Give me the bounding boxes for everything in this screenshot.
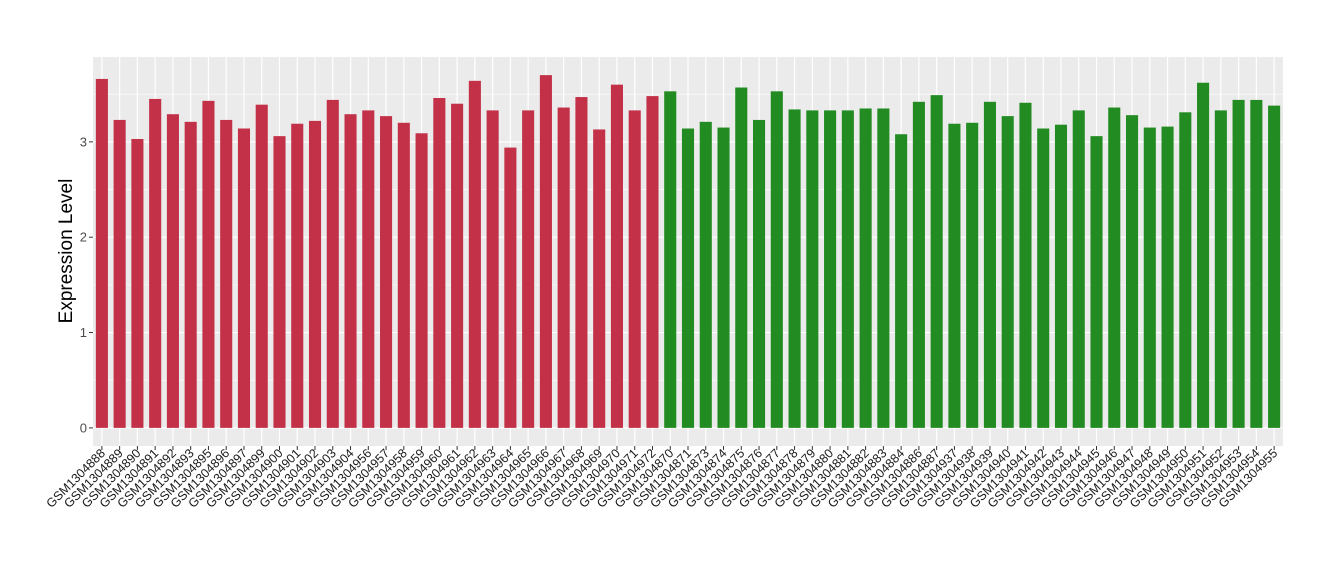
bar-GSM1304889 xyxy=(113,119,126,428)
bar-GSM1304969 xyxy=(593,129,606,428)
bar-GSM1304953 xyxy=(1232,99,1245,428)
bar-GSM1304963 xyxy=(486,110,499,428)
bar-GSM1304937 xyxy=(948,123,961,428)
y-tick-label: 2 xyxy=(80,230,87,245)
bar-GSM1304884 xyxy=(895,134,908,428)
x-axis: GSM1304888GSM1304889GSM1304890GSM1304891… xyxy=(44,446,1280,511)
bar-GSM1304960 xyxy=(433,97,446,428)
bar-GSM1304900 xyxy=(273,136,286,428)
bar-GSM1304950 xyxy=(1179,112,1192,428)
bar-GSM1304890 xyxy=(131,138,144,428)
bar-GSM1304887 xyxy=(930,95,943,428)
bar-GSM1304967 xyxy=(557,107,570,428)
bar-GSM1304886 xyxy=(912,101,925,428)
bar-GSM1304940 xyxy=(1001,116,1014,428)
bar-GSM1304965 xyxy=(522,110,535,428)
bar-GSM1304942 xyxy=(1037,128,1050,428)
y-tick-label: 1 xyxy=(80,325,87,340)
bar-GSM1304881 xyxy=(841,110,854,428)
bar-GSM1304899 xyxy=(255,104,268,428)
bar-GSM1304948 xyxy=(1143,127,1156,428)
bar-GSM1304888 xyxy=(95,78,108,428)
bar-GSM1304941 xyxy=(1019,102,1032,428)
bar-GSM1304896 xyxy=(220,119,233,428)
bar-GSM1304875 xyxy=(735,87,748,428)
y-axis: 0 1 2 3 xyxy=(80,134,93,435)
bar-GSM1304947 xyxy=(1125,115,1139,428)
bar-GSM1304964 xyxy=(504,147,517,428)
bar-GSM1304892 xyxy=(166,114,179,428)
bar-GSM1304883 xyxy=(877,108,890,428)
bar-GSM1304946 xyxy=(1108,107,1121,428)
bar-GSM1304968 xyxy=(575,97,588,428)
bar-GSM1304944 xyxy=(1072,110,1085,428)
bar-GSM1304901 xyxy=(291,123,304,428)
y-axis-label: Expression Level xyxy=(56,179,77,324)
y-tick-label: 3 xyxy=(80,134,87,149)
bar-GSM1304971 xyxy=(628,110,641,428)
bar-GSM1304873 xyxy=(699,121,712,428)
bar-GSM1304962 xyxy=(468,80,481,428)
bar-GSM1304903 xyxy=(326,99,339,428)
bar-GSM1304945 xyxy=(1090,136,1103,428)
y-tick-label: 0 xyxy=(80,420,87,435)
bar-GSM1304951 xyxy=(1197,82,1210,428)
bar-GSM1304893 xyxy=(184,121,197,428)
bar-GSM1304882 xyxy=(859,108,872,428)
bar-GSM1304880 xyxy=(824,110,837,428)
bar-GSM1304939 xyxy=(983,101,996,428)
bar-GSM1304876 xyxy=(753,119,766,428)
bar-GSM1304966 xyxy=(539,75,552,428)
bar-GSM1304943 xyxy=(1054,124,1068,428)
bar-GSM1304949 xyxy=(1161,126,1174,428)
bar-GSM1304958 xyxy=(397,122,410,428)
bar-GSM1304952 xyxy=(1214,110,1227,428)
bar-GSM1304954 xyxy=(1250,99,1263,428)
bar-GSM1304956 xyxy=(362,110,375,428)
bar-GSM1304959 xyxy=(415,133,428,428)
bar-GSM1304957 xyxy=(380,116,393,428)
bar-GSM1304877 xyxy=(770,91,783,428)
bar-GSM1304897 xyxy=(237,128,251,428)
bar-GSM1304878 xyxy=(788,109,801,428)
bar-GSM1304871 xyxy=(681,128,695,428)
bar-GSM1304961 xyxy=(451,103,464,428)
bars xyxy=(95,75,1281,428)
bar-GSM1304870 xyxy=(664,91,677,428)
bar-GSM1304955 xyxy=(1268,105,1281,428)
bar-GSM1304938 xyxy=(966,122,979,428)
bar-GSM1304904 xyxy=(344,114,357,428)
bar-GSM1304902 xyxy=(308,120,322,428)
bar-GSM1304891 xyxy=(149,98,162,428)
bar-GSM1304895 xyxy=(202,100,215,428)
bar-GSM1304972 xyxy=(646,96,659,428)
bar-GSM1304874 xyxy=(717,127,730,428)
bar-GSM1304879 xyxy=(806,110,819,428)
bar-GSM1304970 xyxy=(610,84,623,428)
